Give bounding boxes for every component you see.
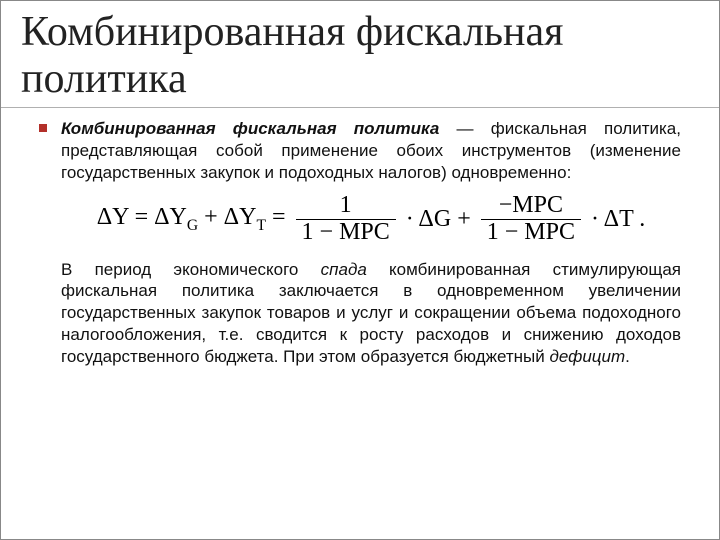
explanation-paragraph: В период экономического спада комбиниров…	[61, 259, 681, 368]
term: Комбинированная фискальная политика	[61, 119, 439, 138]
f-l2s: T	[256, 216, 266, 233]
fraction-1: 1 1 − MPC	[296, 193, 396, 244]
f-l2: + ΔY	[198, 204, 256, 230]
formula: ΔY = ΔYG + ΔYT = 1 1 − MPC · ΔG + −MPC 1…	[61, 193, 681, 244]
fraction-2: −MPC 1 − MPC	[481, 193, 581, 244]
f-l1: ΔY = ΔY	[97, 204, 187, 230]
title-block: Комбинированная фискальная политика	[1, 1, 719, 108]
bullet-icon	[39, 124, 47, 132]
frac2-den: 1 − MPC	[481, 220, 581, 245]
formula-tail: · ΔT .	[591, 206, 645, 233]
slide-title: Комбинированная фискальная политика	[21, 9, 699, 103]
p2-spada: спада	[321, 260, 367, 279]
p2-deficit: дефицит	[549, 347, 625, 366]
definition-paragraph: Комбинированная фискальная политика — фи…	[61, 118, 681, 183]
frac1-den: 1 − MPC	[296, 220, 396, 245]
frac2-num: −MPC	[493, 193, 569, 218]
f-l1s: G	[187, 216, 198, 233]
p2-pre: В период экономического	[61, 260, 321, 279]
formula-left: ΔY = ΔYG + ΔYT =	[97, 204, 286, 235]
content-block: Комбинированная фискальная политика — фи…	[1, 108, 719, 367]
frac1-num: 1	[334, 193, 358, 218]
f-eq: =	[266, 204, 286, 230]
formula-mid: · ΔG +	[406, 206, 471, 233]
p2-end: .	[625, 347, 630, 366]
